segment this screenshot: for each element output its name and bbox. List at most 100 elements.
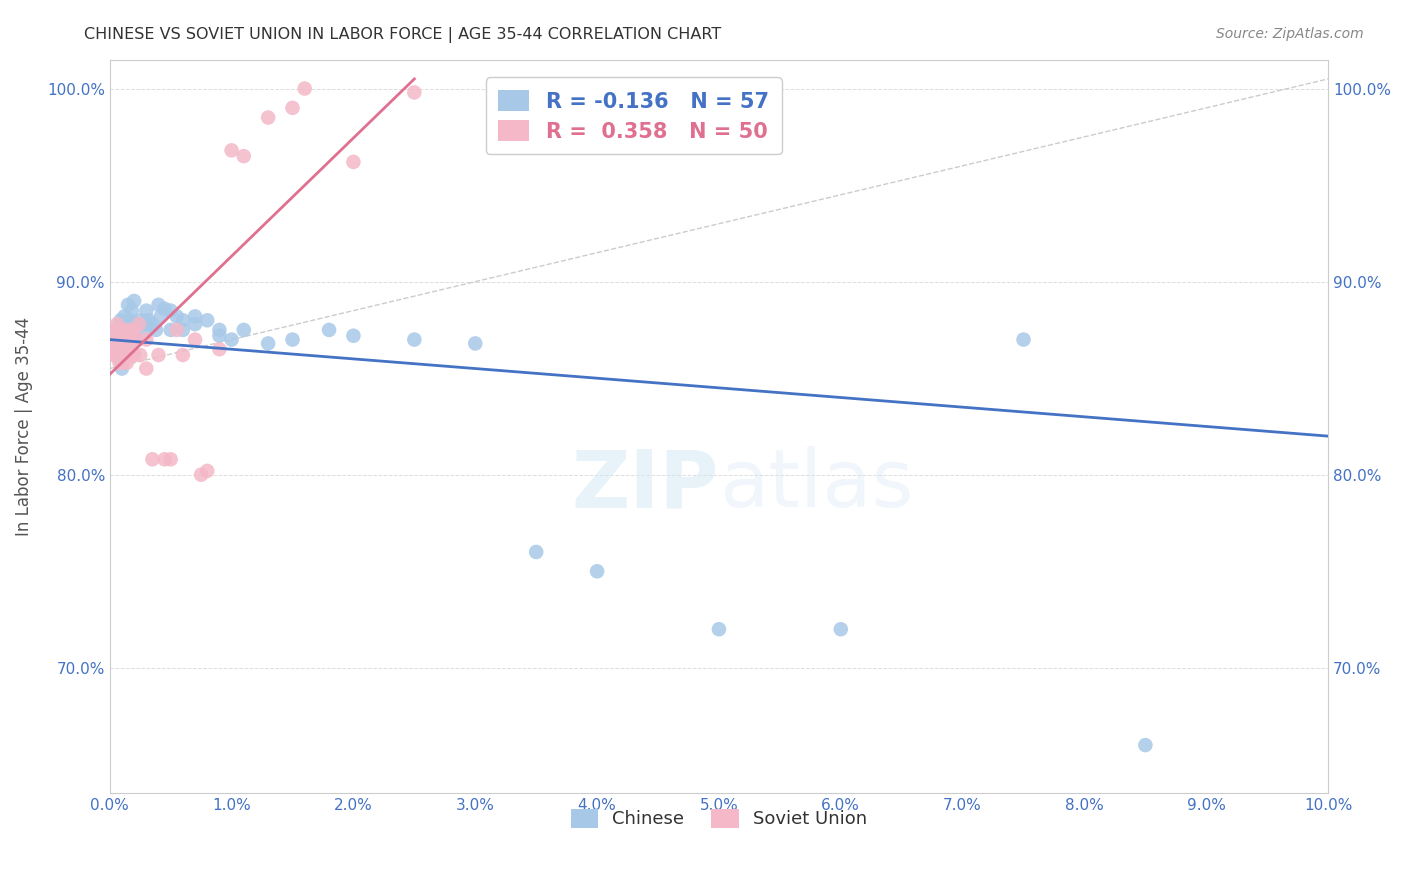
Point xyxy=(108,356,131,370)
Point xyxy=(117,323,139,337)
Point xyxy=(294,81,316,95)
Point xyxy=(208,328,231,343)
Point xyxy=(122,348,145,362)
Text: CHINESE VS SOVIET UNION IN LABOR FORCE | AGE 35-44 CORRELATION CHART: CHINESE VS SOVIET UNION IN LABOR FORCE |… xyxy=(84,27,721,43)
Point xyxy=(120,348,142,362)
Point xyxy=(232,149,254,163)
Point xyxy=(148,298,170,312)
Point xyxy=(104,343,127,357)
Point xyxy=(111,343,134,357)
Point xyxy=(118,333,141,347)
Point xyxy=(257,336,280,351)
Point xyxy=(129,348,152,362)
Point xyxy=(110,313,132,327)
Point xyxy=(172,323,194,337)
Point xyxy=(153,452,176,467)
Legend: Chinese, Soviet Union: Chinese, Soviet Union xyxy=(564,802,875,836)
Point xyxy=(125,333,148,347)
Point xyxy=(135,333,157,347)
Point xyxy=(129,313,152,327)
Point xyxy=(112,348,135,362)
Point xyxy=(195,313,218,327)
Point xyxy=(128,317,150,331)
Point xyxy=(127,333,149,347)
Point xyxy=(135,317,157,331)
Point xyxy=(184,333,207,347)
Point xyxy=(404,333,426,347)
Point xyxy=(1012,333,1035,347)
Point xyxy=(208,343,231,357)
Point xyxy=(830,622,852,636)
Point xyxy=(232,323,254,337)
Point xyxy=(122,317,145,331)
Point xyxy=(1135,738,1157,752)
Point xyxy=(107,333,129,347)
Point xyxy=(103,348,125,362)
Point xyxy=(117,323,139,337)
Point xyxy=(141,317,163,331)
Point xyxy=(342,155,364,169)
Point xyxy=(111,323,134,337)
Point xyxy=(110,343,132,357)
Point xyxy=(159,452,181,467)
Point xyxy=(707,622,730,636)
Point xyxy=(148,348,170,362)
Point xyxy=(111,351,134,366)
Point xyxy=(105,343,128,357)
Point xyxy=(318,323,340,337)
Point xyxy=(104,348,127,362)
Point xyxy=(117,298,139,312)
Point xyxy=(122,323,145,337)
Point xyxy=(111,361,134,376)
Point xyxy=(122,293,145,308)
Point xyxy=(342,328,364,343)
Point xyxy=(105,317,128,331)
Point xyxy=(166,323,188,337)
Point xyxy=(464,336,486,351)
Point xyxy=(121,336,143,351)
Point xyxy=(281,101,304,115)
Text: Source: ZipAtlas.com: Source: ZipAtlas.com xyxy=(1216,27,1364,41)
Point xyxy=(107,348,129,362)
Point xyxy=(153,301,176,316)
Point xyxy=(195,464,218,478)
Point xyxy=(118,336,141,351)
Point xyxy=(221,144,243,158)
Point xyxy=(108,351,131,366)
Point xyxy=(108,317,131,331)
Point xyxy=(122,333,145,347)
Point xyxy=(172,348,194,362)
Point xyxy=(111,323,134,337)
Point xyxy=(110,333,132,347)
Point xyxy=(149,310,172,324)
Point xyxy=(107,323,129,337)
Point xyxy=(121,303,143,318)
Point xyxy=(221,333,243,347)
Point xyxy=(118,348,141,362)
Point xyxy=(120,313,142,327)
Point xyxy=(103,323,125,337)
Point xyxy=(125,317,148,331)
Point xyxy=(135,361,157,376)
Point xyxy=(159,323,181,337)
Point xyxy=(112,333,135,347)
Text: ZIP: ZIP xyxy=(572,446,718,524)
Point xyxy=(586,564,609,578)
Text: atlas: atlas xyxy=(718,446,914,524)
Point xyxy=(159,303,181,318)
Point xyxy=(112,310,135,324)
Point xyxy=(166,310,188,324)
Point xyxy=(104,333,127,347)
Point xyxy=(135,303,157,318)
Point xyxy=(184,310,207,324)
Point xyxy=(132,323,155,337)
Point xyxy=(190,467,212,482)
Point xyxy=(145,323,167,337)
Point xyxy=(524,545,547,559)
Point xyxy=(141,452,163,467)
Point xyxy=(138,313,160,327)
Point xyxy=(104,333,127,347)
Point xyxy=(114,317,136,331)
Point xyxy=(114,333,136,347)
Point xyxy=(101,333,124,347)
